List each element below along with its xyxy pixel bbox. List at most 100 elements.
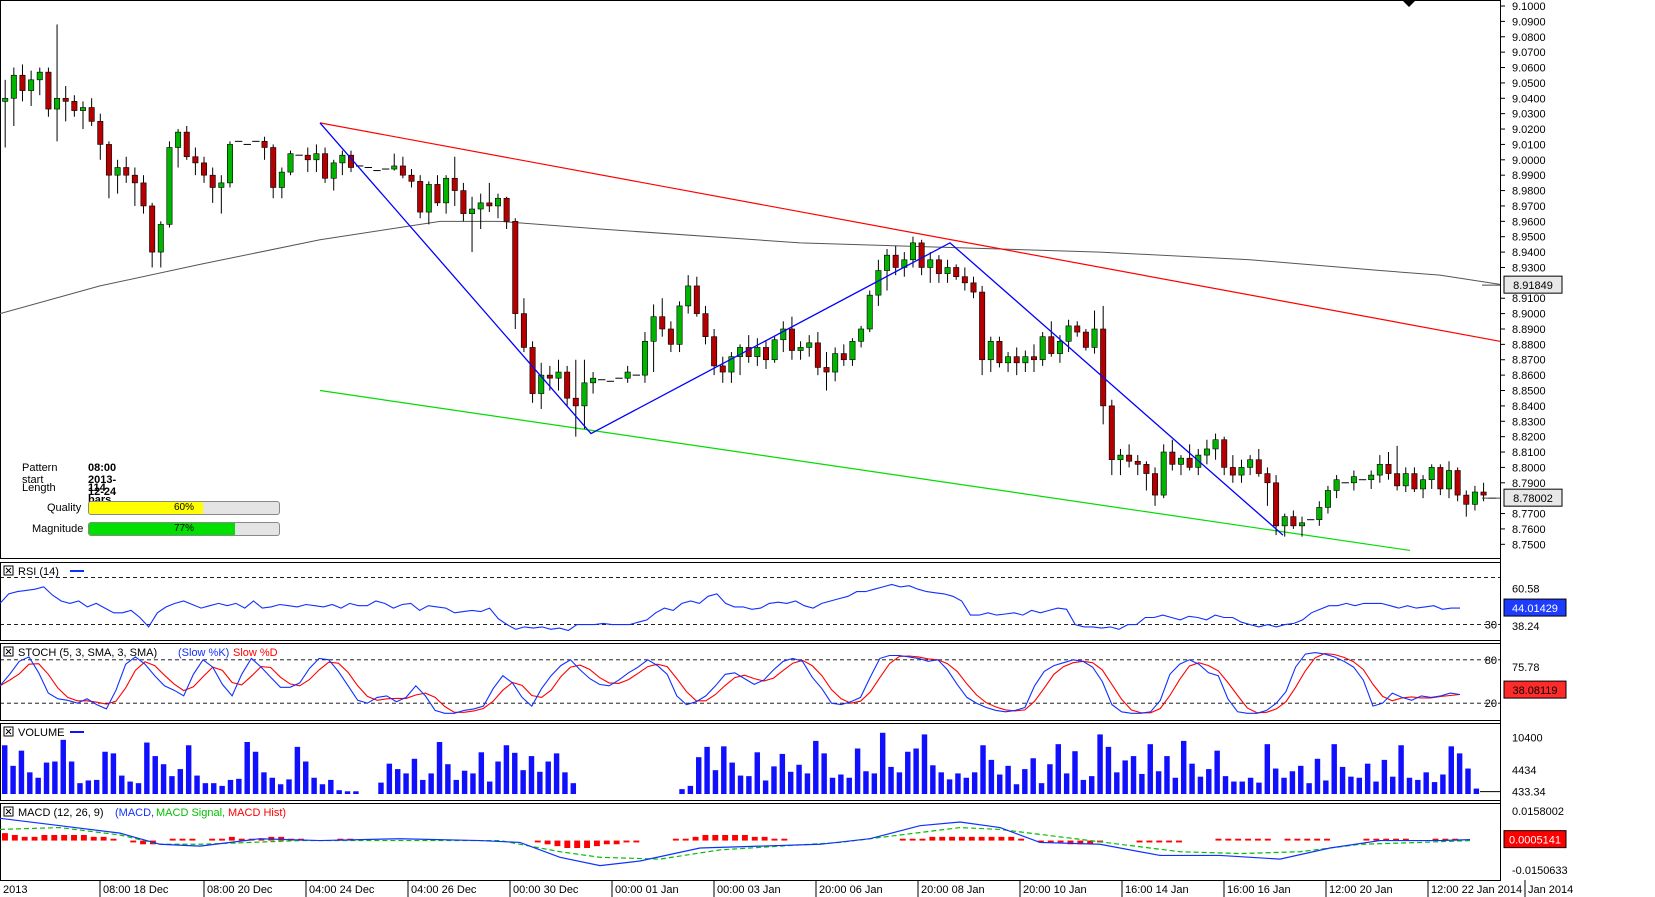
macd-hist-bar [1018,838,1025,841]
volume-bar [127,781,133,794]
candle-body-up [1212,439,1219,450]
macd-hist-bar [998,836,1005,841]
level-label: 80 [1485,655,1497,667]
volume-bar [846,777,852,794]
candle-body-up [330,162,337,179]
volume-bar [286,779,292,794]
candle-body-down [1290,516,1297,527]
macd-hist-bar [672,838,679,841]
volume-bar [955,773,961,794]
x-tick-label: 00:00 03 Jan [717,884,781,896]
y-tick-label: 8.8700 [1512,355,1546,367]
magnitude-bar: 77% [88,522,280,536]
volume-bar [779,753,786,794]
current-value-box [1503,680,1567,699]
volume-bar [1047,764,1053,794]
candle [1177,455,1184,476]
volume-bar [1139,773,1145,794]
candle-body-up [624,371,631,379]
volume-bar [729,762,735,794]
stoch-slow-k-line [0,652,1461,714]
candle-body-up [927,259,934,268]
candle-body-down [1264,473,1271,484]
candle [157,221,164,268]
volume-bar [1005,765,1011,794]
candle-body-down [71,101,78,111]
candle [19,64,26,102]
volume-bar [1415,779,1421,794]
candle-body-down [1013,356,1020,364]
main-panel-frame [0,0,1501,559]
candle-body-up [858,328,865,342]
candle [961,267,968,291]
candle [780,321,787,353]
volume-bar [971,772,978,794]
candle-body-up [1446,470,1452,490]
y-tick-label: 8.7700 [1512,509,1546,521]
candle [1091,310,1098,354]
candle [1394,445,1401,491]
candle-body-up [36,71,43,81]
macd-hist-bar [692,836,699,841]
candle-body-down [270,147,277,188]
candle [80,101,86,130]
candle-body-down [1143,464,1150,474]
macd-hist-bar [1324,838,1330,841]
volume-bar [1373,781,1379,794]
volume-bar [896,772,903,794]
candle-body-down [1480,491,1487,496]
candle [1203,439,1210,465]
candle [1411,467,1418,493]
candle [1454,467,1461,502]
volume-bar [762,780,769,794]
current-value-box [1503,830,1567,849]
candle [538,362,545,409]
candle [512,218,519,329]
volume-bar [436,742,443,794]
volume-bar [1197,776,1204,794]
macd-hist-bar [1393,838,1399,841]
candle [261,136,268,160]
candle [443,175,450,214]
volume-bar [854,748,861,794]
candle [927,252,934,283]
macd-hist-bar [1008,836,1015,841]
volume-bar [43,762,50,794]
candle-body-down [693,285,700,314]
macd-hist-bar [189,838,196,841]
indicator-title: STOCH (5, 3, SMA, 3, SMA) [18,647,157,659]
macd-panel: MACD (12, 26, 9) (MACD, MACD Signal, MACD H… [0,803,1568,881]
candle-body-down [970,282,977,293]
macd-hist-bar [593,840,600,847]
candle-body-up [175,131,182,148]
candle [477,193,484,230]
candle-body-up [1350,476,1357,484]
macd-hist-bar [1294,838,1301,841]
candle-body-up [1420,479,1427,490]
macd-hist-bar [31,836,38,841]
macd-hist-bar [1284,838,1291,841]
candle-body-down [814,342,821,368]
candle-body-up [555,371,562,379]
volume-bar [1189,763,1195,794]
candle [1022,350,1029,373]
volume-bar [1364,763,1371,794]
candle [1186,444,1193,471]
candle [417,175,424,219]
candle [1273,475,1280,536]
close-icon [5,648,12,655]
candle [1108,399,1115,476]
candle-body-up [443,177,450,204]
macd-hist-bar [978,836,985,841]
macd-hist-bar [919,838,926,841]
macd-hist-bar [741,835,748,841]
macd-hist-bar [209,838,216,841]
candle [486,182,493,213]
candle [391,153,398,171]
candle-body-down [408,174,415,182]
volume-bar [495,761,501,794]
candle [1255,448,1262,477]
pattern-start-label: Pattern start [22,462,58,486]
volume-bar [445,764,451,794]
macd-hist-bar [1304,838,1311,841]
